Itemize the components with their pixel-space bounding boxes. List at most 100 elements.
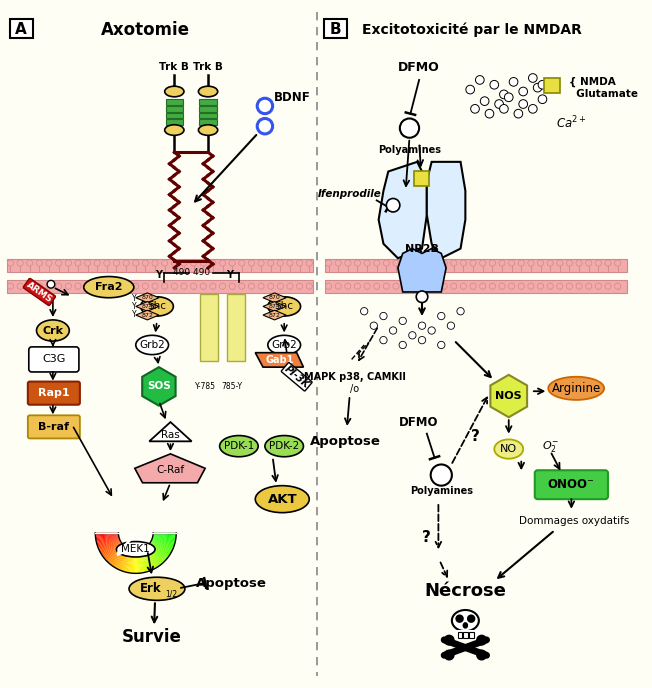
- Circle shape: [287, 260, 293, 266]
- Text: Ras: Ras: [161, 429, 180, 440]
- Ellipse shape: [117, 541, 155, 557]
- Ellipse shape: [265, 436, 303, 457]
- Circle shape: [380, 312, 387, 320]
- Circle shape: [220, 283, 226, 289]
- Ellipse shape: [416, 291, 428, 303]
- Circle shape: [345, 260, 351, 266]
- Circle shape: [287, 283, 293, 289]
- Text: 874: 874: [141, 304, 153, 309]
- Text: $O_{2}^{-}$: $O_{2}^{-}$: [542, 439, 559, 453]
- Polygon shape: [108, 546, 125, 563]
- Circle shape: [389, 327, 397, 334]
- Circle shape: [162, 260, 168, 266]
- Text: Shc: Shc: [274, 301, 293, 312]
- Polygon shape: [152, 538, 174, 547]
- FancyBboxPatch shape: [28, 416, 80, 438]
- Text: NOS: NOS: [496, 391, 522, 401]
- Circle shape: [428, 327, 436, 334]
- Circle shape: [441, 283, 447, 289]
- Ellipse shape: [431, 464, 452, 486]
- Ellipse shape: [141, 297, 173, 316]
- Polygon shape: [153, 537, 175, 543]
- Text: PDK-1: PDK-1: [224, 441, 254, 451]
- Polygon shape: [132, 550, 135, 573]
- Polygon shape: [135, 550, 136, 573]
- Text: BDNF: BDNF: [274, 91, 310, 104]
- Polygon shape: [100, 541, 121, 552]
- Polygon shape: [121, 549, 130, 571]
- Circle shape: [123, 283, 129, 289]
- Polygon shape: [147, 546, 162, 564]
- Polygon shape: [104, 544, 123, 559]
- FancyBboxPatch shape: [535, 471, 608, 499]
- Text: 1/2: 1/2: [166, 589, 177, 598]
- Ellipse shape: [464, 623, 467, 628]
- Polygon shape: [134, 550, 136, 573]
- Polygon shape: [149, 544, 168, 559]
- Polygon shape: [111, 547, 126, 566]
- Polygon shape: [110, 546, 125, 565]
- Circle shape: [152, 283, 158, 289]
- Circle shape: [447, 322, 454, 330]
- Circle shape: [239, 283, 245, 289]
- Text: Dommages oxydatifs: Dommages oxydatifs: [519, 516, 629, 526]
- Text: C3G: C3G: [42, 354, 66, 365]
- Circle shape: [220, 260, 226, 266]
- Circle shape: [518, 283, 524, 289]
- Polygon shape: [113, 548, 126, 568]
- Ellipse shape: [257, 98, 273, 114]
- Polygon shape: [140, 550, 148, 572]
- Polygon shape: [123, 549, 130, 572]
- Polygon shape: [256, 353, 303, 367]
- Text: Rap1: Rap1: [38, 388, 70, 398]
- Circle shape: [267, 260, 274, 266]
- Circle shape: [370, 322, 378, 330]
- Circle shape: [499, 105, 509, 114]
- Circle shape: [190, 260, 197, 266]
- Text: /o: /o: [350, 385, 359, 394]
- Circle shape: [595, 283, 601, 289]
- Text: 785-Y: 785-Y: [222, 382, 243, 391]
- Polygon shape: [143, 548, 155, 569]
- Circle shape: [481, 97, 489, 105]
- Text: ONOO$^{-}$: ONOO$^{-}$: [548, 478, 595, 491]
- Polygon shape: [151, 541, 171, 554]
- Circle shape: [460, 283, 467, 289]
- Polygon shape: [148, 544, 166, 561]
- Polygon shape: [263, 310, 286, 320]
- Circle shape: [258, 260, 264, 266]
- Circle shape: [444, 635, 454, 645]
- Circle shape: [335, 260, 341, 266]
- Text: Shc: Shc: [147, 301, 166, 312]
- Circle shape: [239, 260, 245, 266]
- Circle shape: [104, 260, 110, 266]
- Ellipse shape: [37, 320, 69, 341]
- Circle shape: [55, 260, 62, 266]
- Circle shape: [133, 283, 139, 289]
- Bar: [200, 294, 218, 361]
- Polygon shape: [95, 535, 119, 538]
- Polygon shape: [153, 535, 176, 539]
- Bar: [10, 19, 33, 39]
- Circle shape: [399, 341, 406, 349]
- Polygon shape: [112, 547, 126, 567]
- Circle shape: [537, 260, 544, 266]
- Circle shape: [595, 260, 601, 266]
- Circle shape: [393, 260, 399, 266]
- Circle shape: [509, 283, 514, 289]
- Text: Crk: Crk: [42, 325, 63, 336]
- Text: Trk B: Trk B: [159, 63, 189, 72]
- Circle shape: [605, 260, 611, 266]
- Circle shape: [509, 78, 518, 86]
- Polygon shape: [263, 301, 286, 311]
- Text: DFMO: DFMO: [400, 416, 439, 429]
- Polygon shape: [108, 546, 124, 563]
- Polygon shape: [136, 310, 159, 320]
- Circle shape: [615, 283, 621, 289]
- Circle shape: [94, 260, 100, 266]
- Bar: [325, 281, 627, 293]
- Polygon shape: [151, 540, 172, 552]
- Polygon shape: [115, 548, 127, 568]
- Circle shape: [480, 283, 486, 289]
- Bar: [200, 120, 216, 125]
